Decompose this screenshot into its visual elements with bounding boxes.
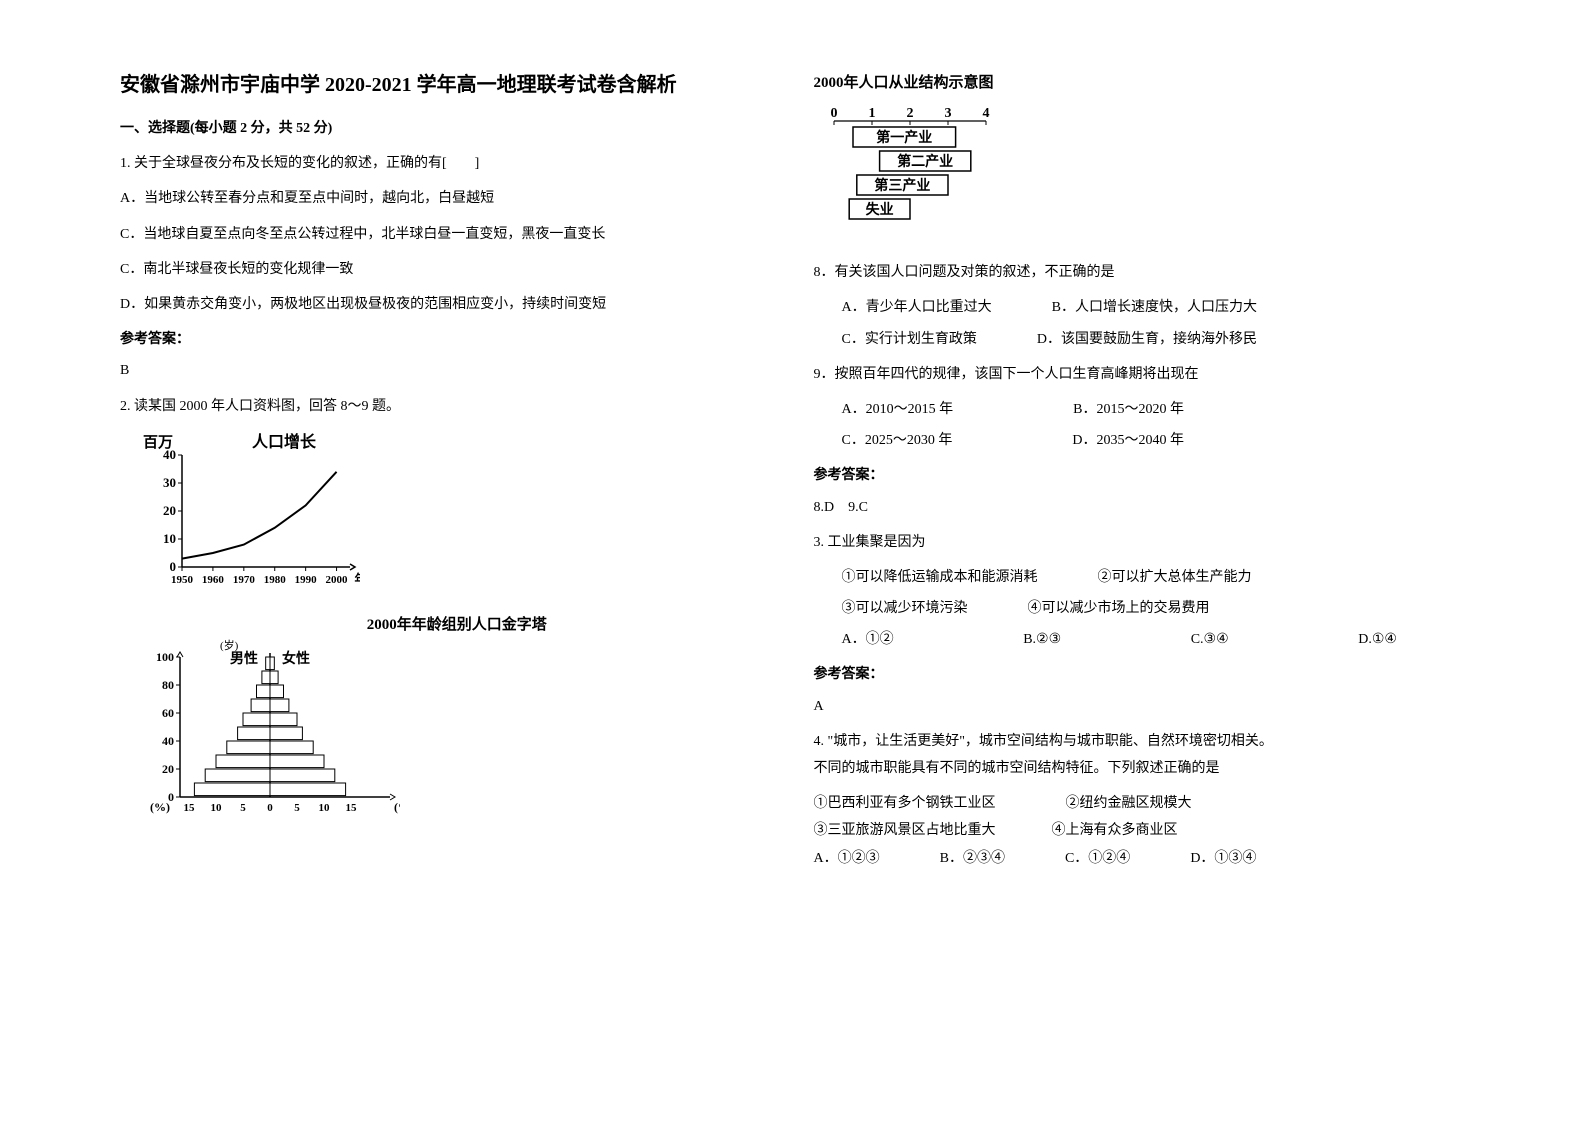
svg-text:60: 60 — [162, 706, 174, 720]
svg-text:0: 0 — [830, 106, 837, 121]
q2-stem: 2. 读某国 2000 年人口资料图，回答 8～9 题。 — [120, 394, 774, 419]
svg-text:1980: 1980 — [264, 574, 287, 586]
q1-answer-label: 参考答案： — [120, 327, 774, 352]
q1-opt-a: A．当地球公转至春分点和夏至点中间时，越向北，白昼越短 — [120, 186, 774, 211]
q1-opt-c2: C．南北半球昼夜长短的变化规律一致 — [120, 257, 774, 282]
svg-text:40: 40 — [163, 447, 176, 462]
svg-text:男性: 男性 — [230, 650, 258, 667]
q3-o1: ①可以降低运输成本和能源消耗 — [842, 565, 1038, 590]
q3-opt-d: D.①④ — [1358, 627, 1397, 652]
svg-text:第三产业: 第三产业 — [874, 177, 930, 194]
q1-opt-c1: C．当地球自夏至点向冬至点公转过程中，北半球白昼一直变短，黑夜一直变长 — [120, 222, 774, 247]
ans89-val: 8.D 9.C — [814, 495, 1468, 520]
q4-stem1: 4. "城市，让生活更美好"，城市空间结构与城市职能、自然环境密切相关。 — [814, 729, 1468, 754]
svg-text:1990: 1990 — [295, 574, 318, 586]
q9-stem: 9．按照百年四代的规律，该国下一个人口生育高峰期将出现在 — [814, 362, 1468, 387]
svg-text:80: 80 — [162, 678, 174, 692]
svg-text:失业: 失业 — [865, 201, 893, 218]
employment-title: 2000年人口从业结构示意图 — [814, 70, 1468, 97]
q4-stem2: 不同的城市职能具有不同的城市空间结构特征。下列叙述正确的是 — [814, 756, 1468, 781]
q8-opt-c: C．实行计划生育政策 — [842, 327, 977, 352]
q9-opt-a: A．2010～2015 年 — [842, 397, 954, 422]
svg-text:15: 15 — [346, 802, 358, 814]
svg-text:20: 20 — [163, 503, 176, 518]
q4-o2: ②纽约金融区规模大 — [1066, 791, 1192, 816]
svg-text:(%): (%) — [394, 800, 400, 814]
svg-text:2000: 2000 — [326, 574, 349, 586]
q8-stem: 8．有关该国人口问题及对策的叙述，不正确的是 — [814, 260, 1468, 285]
q4-o4: ④上海有众多商业区 — [1052, 818, 1178, 843]
svg-text:第二产业: 第二产业 — [897, 153, 953, 170]
svg-text:20: 20 — [162, 762, 174, 776]
svg-text:4: 4 — [982, 106, 989, 121]
q3-answer-label: 参考答案： — [814, 662, 1468, 687]
q8-opt-d: D．该国要鼓励生育，接纳海外移民 — [1037, 327, 1257, 352]
svg-text:年: 年 — [355, 571, 360, 586]
svg-text:30: 30 — [163, 475, 176, 490]
svg-text:0: 0 — [170, 559, 177, 574]
svg-text:人口增长: 人口增长 — [252, 432, 317, 451]
q4-opt-d: D．①③④ — [1190, 846, 1256, 871]
svg-text:3: 3 — [944, 106, 951, 121]
q4-opt-c: C．①②④ — [1065, 846, 1130, 871]
q3-opt-b: B.②③ — [1023, 627, 1061, 652]
q8-opt-b: B．人口增长速度快，人口压力大 — [1052, 295, 1257, 320]
ans89-label: 参考答案： — [814, 463, 1468, 488]
svg-text:100: 100 — [156, 650, 174, 664]
q3-o3: ③可以减少环境污染 — [842, 596, 968, 621]
svg-text:10: 10 — [319, 802, 331, 814]
q3-o2: ②可以扩大总体生产能力 — [1098, 565, 1252, 590]
q1-stem: 1. 关于全球昼夜分布及长短的变化的叙述，正确的有[ ] — [120, 151, 774, 176]
svg-text:第一产业: 第一产业 — [876, 129, 932, 146]
q1-opt-d: D．如果黄赤交角变小，两极地区出现极昼极夜的范围相应变小，持续时间变短 — [120, 292, 774, 317]
svg-text:5: 5 — [240, 802, 246, 814]
q3-stem: 3. 工业集聚是因为 — [814, 530, 1468, 555]
q3-opt-c: C.③④ — [1191, 627, 1229, 652]
q9-opt-b: B．2015～2020 年 — [1073, 397, 1184, 422]
q3-answer: A — [814, 694, 1468, 719]
q3-o4: ④可以减少市场上的交易费用 — [1028, 596, 1210, 621]
q9-opt-d: D．2035～2040 年 — [1072, 428, 1184, 453]
svg-text:(岁): (岁) — [220, 639, 239, 652]
right-column: 2000年人口从业结构示意图 0 1 2 3 4 第一产业第二产业第三产业失业 8．有关该… — [794, 70, 1488, 1052]
q4-o1: ①巴西利亚有多个钢铁工业区 — [814, 791, 996, 816]
q3-opt-a: A．①② — [842, 627, 894, 652]
section-1-heading: 一、选择题(每小题 2 分，共 52 分) — [120, 116, 774, 141]
q4-opt-b: B．②③④ — [940, 846, 1005, 871]
population-growth-chart: 人口增长百万010203040195019601970198019902000年 — [140, 431, 774, 600]
svg-text:1960: 1960 — [202, 574, 225, 586]
exam-title: 安徽省滁州市宇庙中学 2020-2021 学年高一地理联考试卷含解析 — [120, 70, 774, 100]
employment-diagram: 2000年人口从业结构示意图 0 1 2 3 4 第一产业第二产业第三产业失业 — [814, 70, 1468, 242]
svg-text:1950: 1950 — [171, 574, 194, 586]
svg-text:1970: 1970 — [233, 574, 256, 586]
svg-text:女性: 女性 — [282, 650, 310, 667]
q1-answer: B — [120, 358, 774, 383]
svg-text:15: 15 — [184, 802, 196, 814]
population-pyramid-chart: 2000年年龄组别人口金字塔 (岁)男性女性020406080100151050… — [140, 612, 774, 828]
svg-text:10: 10 — [211, 802, 223, 814]
svg-text:40: 40 — [162, 734, 174, 748]
q9-opt-c: C．2025～2030 年 — [842, 428, 953, 453]
svg-text:5: 5 — [294, 802, 300, 814]
q8-opt-a: A．青少年人口比重过大 — [842, 295, 992, 320]
left-column: 安徽省滁州市宇庙中学 2020-2021 学年高一地理联考试卷含解析 一、选择题… — [100, 70, 794, 1052]
q4-o3: ③三亚旅游风景区占地比重大 — [814, 818, 996, 843]
q4-opt-a: A．①②③ — [814, 846, 880, 871]
svg-text:0: 0 — [267, 802, 273, 814]
svg-text:(%): (%) — [150, 800, 170, 814]
svg-text:10: 10 — [163, 531, 176, 546]
pyramid-title: 2000年年龄组别人口金字塔 — [140, 612, 774, 639]
svg-text:1: 1 — [868, 106, 875, 121]
svg-text:2: 2 — [906, 106, 913, 121]
